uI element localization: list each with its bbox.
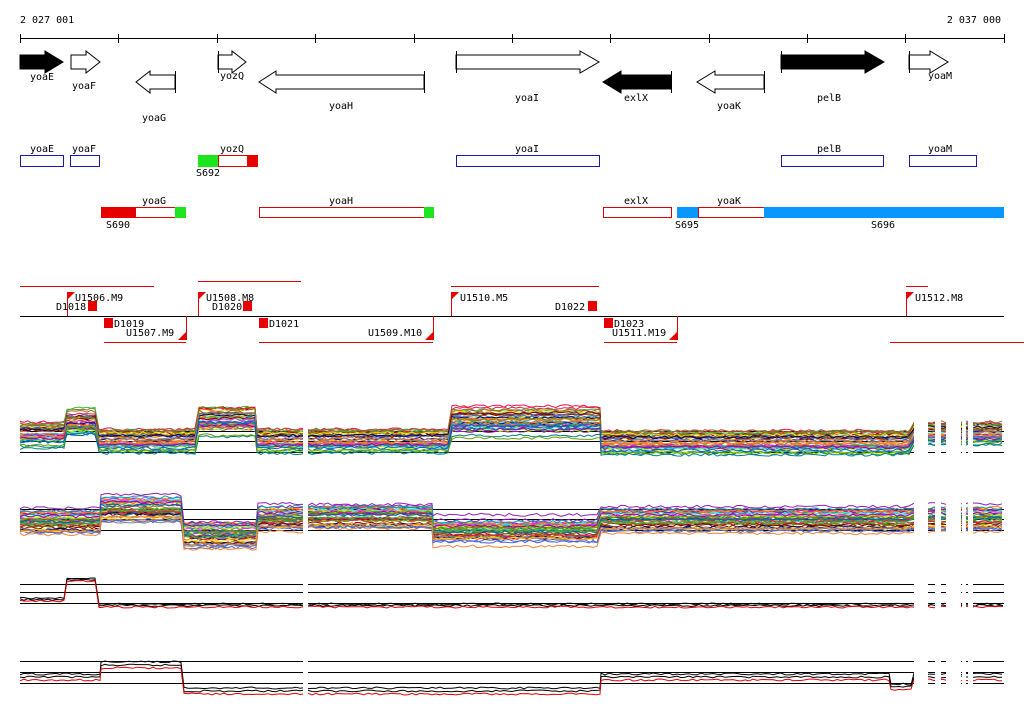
signal-label-S696: S696	[871, 220, 895, 231]
annotation-label-exlX: exlX	[624, 196, 648, 207]
gene-label-yoaM: yoaM	[928, 71, 952, 82]
annotation-label-yoaK: yoaK	[717, 196, 741, 207]
gene-exlX[interactable]: exlX	[602, 70, 672, 104]
tu-label-U1509[interactable]: U1509.M10	[368, 328, 422, 339]
gene-yoaG[interactable]: yoaG	[135, 69, 176, 124]
annotation-box-pelB[interactable]: pelB	[781, 144, 884, 167]
tu-label-U1507[interactable]: U1507.M9	[126, 328, 174, 339]
transcription-unit-track: U1506.M9 D1018 U1508.M8 D1020 U1510.M5 D…	[20, 281, 1024, 343]
signal-label-S692: S692	[196, 168, 220, 179]
annotation-box-yoaM[interactable]: yoaM	[909, 144, 977, 167]
gene-label-yoaE: yoaE	[30, 72, 54, 83]
gene-yoaK[interactable]: yoaK	[696, 70, 765, 112]
annotation-label-pelB: pelB	[817, 144, 841, 155]
tu-label-D1018[interactable]: D1018	[56, 302, 86, 313]
data-gaps	[303, 400, 973, 695]
gene-label-yoaG: yoaG	[142, 113, 166, 124]
tu-label-D1020[interactable]: D1020	[212, 302, 242, 313]
panel-1-traces	[19, 404, 1003, 457]
annotation-row-2: yoaG S690 yoaH exlX yoaK S695 S696	[101, 196, 1004, 231]
gene-label-pelB: pelB	[817, 93, 841, 104]
gene-yoaM[interactable]: yoaM	[908, 50, 952, 82]
gene-yoaE[interactable]: yoaE	[19, 50, 64, 83]
gene-yoaH[interactable]: yoaH	[258, 70, 425, 112]
gene-yoaF[interactable]: yoaF	[70, 49, 101, 92]
gene-pelB[interactable]: pelB	[780, 50, 885, 104]
gene-yoaI[interactable]: yoaI	[455, 50, 600, 104]
tu-label-U1508[interactable]: U1508.M8	[206, 293, 254, 304]
expression-panel-4	[19, 660, 1004, 696]
annotation-label-yoaM: yoaM	[928, 144, 952, 155]
expression-panel-2	[19, 492, 1004, 551]
gene-label-exlX: exlX	[624, 93, 648, 104]
expression-panel-3	[19, 577, 1004, 609]
tu-label-U1511[interactable]: U1511.M19	[612, 328, 666, 339]
annotation-box-yoaI[interactable]: yoaI	[456, 144, 600, 167]
end-coordinate: 2 037 000	[947, 15, 1001, 26]
tu-label-D1023[interactable]: D1023	[614, 319, 644, 330]
tu-label-D1019[interactable]: D1019	[114, 319, 144, 330]
gene-label-yoaF: yoaF	[72, 81, 96, 92]
expression-panel-1	[19, 404, 1004, 457]
annotation-label-yoaE: yoaE	[30, 144, 54, 155]
annotation-box-yoaG[interactable]: yoaG S690	[101, 196, 186, 231]
annotation-label-yoaH: yoaH	[329, 196, 353, 207]
gene-label-yoaI: yoaI	[515, 93, 539, 104]
start-coordinate: 2 027 001	[20, 15, 74, 26]
annotation-row-1: yoaE yoaF yozQ S692 yoaI pelB yoaM	[20, 144, 977, 179]
tu-label-U1510[interactable]: U1510.M5	[460, 293, 508, 304]
tu-label-D1022[interactable]: D1022	[555, 302, 585, 313]
annotation-box-yoaE[interactable]: yoaE	[20, 144, 64, 167]
signal-label-S695: S695	[675, 220, 699, 231]
annotation-box-yoaK[interactable]: yoaK S695 S696	[675, 196, 1004, 231]
gene-track: yoaE yoaF yoaG yozQ yoaH yoaI	[19, 49, 952, 124]
gene-label-yozQ: yozQ	[220, 71, 244, 82]
panel-4-traces	[19, 660, 1003, 696]
annotation-label-yozQ: yozQ	[220, 144, 244, 155]
annotation-box-yoaH[interactable]: yoaH	[259, 196, 435, 218]
gene-label-yoaK: yoaK	[717, 101, 741, 112]
panel-3-traces	[19, 577, 1004, 609]
annotation-box-exlX[interactable]: exlX	[603, 196, 672, 218]
tu-label-U1512[interactable]: U1512.M8	[915, 293, 963, 304]
signal-label-S690: S690	[106, 220, 130, 231]
tu-label-U1506[interactable]: U1506.M9	[75, 293, 123, 304]
gene-label-yoaH: yoaH	[329, 101, 353, 112]
annotation-box-yoaF[interactable]: yoaF	[70, 144, 100, 167]
annotation-label-yoaF: yoaF	[72, 144, 96, 155]
annotation-label-yoaI: yoaI	[515, 144, 539, 155]
gene-yozQ[interactable]: yozQ	[217, 49, 247, 82]
panel-2-traces	[19, 492, 1003, 551]
annotation-box-yozQ[interactable]: yozQ S692	[196, 144, 258, 179]
tu-label-D1021[interactable]: D1021	[269, 319, 299, 330]
annotation-label-yoaG: yoaG	[142, 196, 166, 207]
coordinate-ruler: 2 027 001 2 037 000	[20, 15, 1005, 43]
